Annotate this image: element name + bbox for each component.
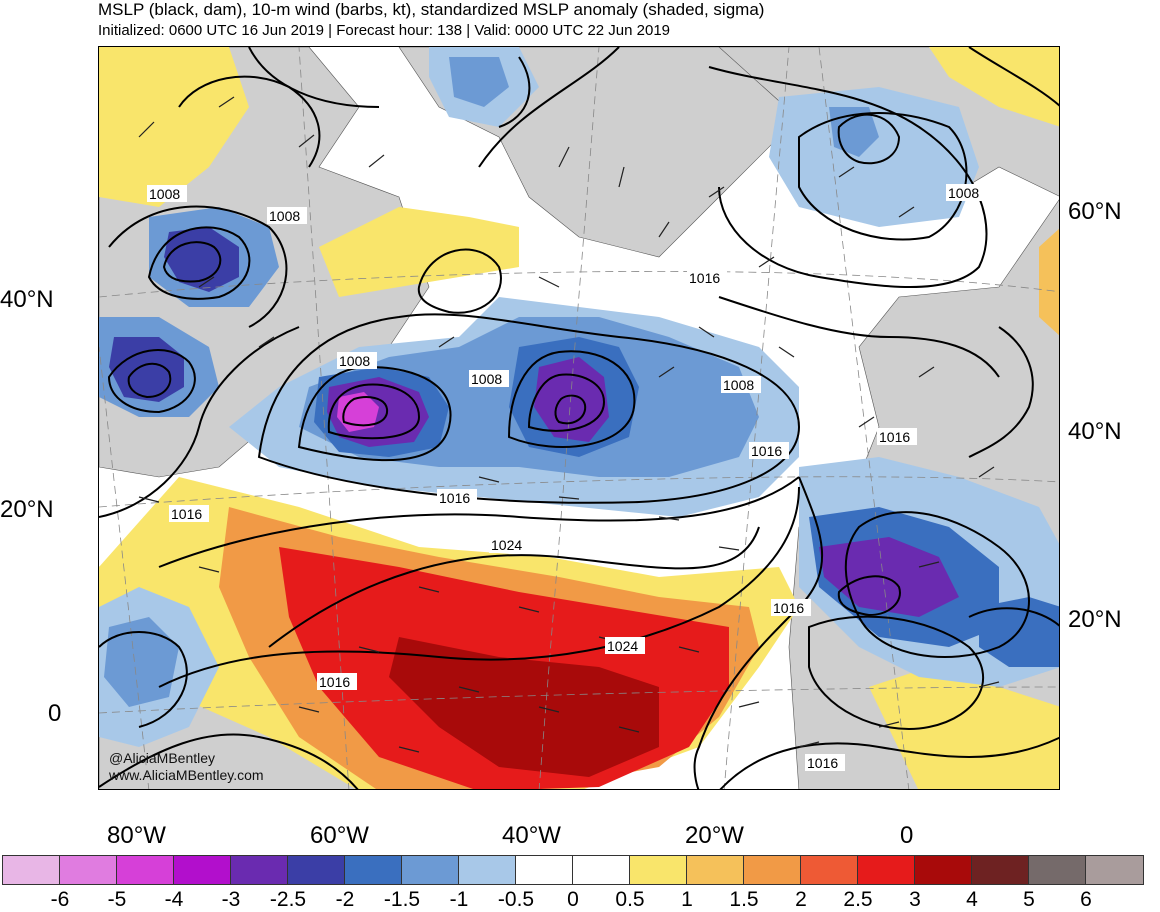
- isobars: [99, 47, 1059, 789]
- negative-anomaly-scandinavia: [769, 87, 979, 227]
- contour-label: 1008: [948, 185, 979, 201]
- map-graphic: 1008 1008 1008 1008 1008 1008 1016 1016 …: [99, 47, 1059, 789]
- colorbar-swatch: [573, 856, 630, 884]
- map-title: MSLP (black, dam), 10-m wind (barbs, kt)…: [98, 0, 765, 19]
- lat-label-right: 40°N: [1068, 418, 1122, 445]
- contour-label: 1016: [807, 755, 838, 771]
- contour-label: 1008: [471, 371, 502, 387]
- contour-label: 1024: [491, 537, 522, 553]
- negative-anomaly-midatl-core-inner: [534, 357, 609, 442]
- colorbar-swatch: [972, 856, 1029, 884]
- colorbar-label: 1.5: [729, 888, 759, 911]
- colorbar-swatch: [915, 856, 972, 884]
- colorbar-swatch: [402, 856, 459, 884]
- colorbar-label: -5: [107, 888, 127, 911]
- colorbar-label: -1: [449, 888, 469, 911]
- contour-label: 1016: [879, 429, 910, 445]
- contour-label: 1016: [751, 443, 782, 459]
- positive-anomaly-africa: [869, 667, 1059, 789]
- contour-label: 1008: [723, 377, 754, 393]
- contour-label: 1024: [607, 638, 638, 654]
- colorbar-swatch: [858, 856, 915, 884]
- colorbar-swatch: [288, 856, 345, 884]
- colorbar-swatch: [744, 856, 801, 884]
- colorbar-label: 5: [1023, 888, 1035, 911]
- lon-label: 0: [900, 822, 914, 849]
- contour-label: 1008: [339, 353, 370, 369]
- colorbar-swatch: [60, 856, 117, 884]
- colorbar-label: -2.5: [269, 888, 307, 911]
- colorbar-label: 6: [1080, 888, 1092, 911]
- contour-label: 1008: [149, 186, 180, 202]
- colorbar-label: 1: [681, 888, 693, 911]
- colorbar-label: -4: [164, 888, 184, 911]
- colorbar-label: 4: [966, 888, 978, 911]
- colorbar: [2, 855, 1144, 885]
- colorbar-swatch: [345, 856, 402, 884]
- lat-label-left: 40°N: [0, 286, 54, 313]
- negative-anomaly-caribbean-core: [104, 617, 179, 707]
- lon-label: 60°W: [310, 822, 369, 849]
- negative-anomaly-lakes-core: [109, 337, 184, 402]
- lat-label-right: 60°N: [1068, 198, 1122, 225]
- lat-label-left: 0: [48, 700, 62, 727]
- contour-label: 1016: [319, 674, 350, 690]
- credit-website: www.AliciaMBentley.com: [109, 767, 264, 783]
- colorbar-label: -0.5: [497, 888, 535, 911]
- anomaly-shading: [99, 47, 1059, 789]
- lon-label: 80°W: [107, 822, 166, 849]
- contour-label: 1016: [439, 490, 470, 506]
- negative-anomaly-westatl-core1-max: [337, 392, 379, 432]
- lon-label: 20°W: [685, 822, 744, 849]
- graticule: [99, 47, 1059, 789]
- colorbar-swatch: [174, 856, 231, 884]
- colorbar-swatch: [630, 856, 687, 884]
- map-subtitle: Initialized: 0600 UTC 16 Jun 2019 | Fore…: [98, 22, 671, 39]
- lon-label: 40°W: [502, 822, 561, 849]
- colorbar-swatch: [1086, 856, 1143, 884]
- contour-label: 1008: [269, 208, 300, 224]
- colorbar-label: -6: [50, 888, 70, 911]
- colorbar-label: 2: [795, 888, 807, 911]
- contour-label: 1016: [171, 506, 202, 522]
- colorbar-label: -2: [335, 888, 355, 911]
- colorbar-swatch: [459, 856, 516, 884]
- forecast-map: 1008 1008 1008 1008 1008 1008 1016 1016 …: [98, 46, 1060, 790]
- negative-anomaly-hudson-core: [164, 227, 239, 292]
- colorbar-label: 0: [567, 888, 579, 911]
- colorbar-swatch: [1029, 856, 1086, 884]
- colorbar-label: 0.5: [615, 888, 645, 911]
- colorbar-label: 3: [909, 888, 921, 911]
- lat-label-left: 20°N: [0, 496, 54, 523]
- colorbar-swatch: [687, 856, 744, 884]
- positive-anomaly-darkred: [389, 637, 659, 777]
- positive-anomaly-arctic-right: [929, 47, 1059, 127]
- contour-label: 1016: [773, 600, 804, 616]
- positive-anomaly-arctic-left: [99, 47, 249, 207]
- colorbar-label: -1.5: [383, 888, 421, 911]
- colorbar-swatch: [516, 856, 573, 884]
- wind-barbs: [138, 96, 1000, 753]
- contour-label: 1016: [689, 270, 720, 286]
- negative-anomaly-africa-core: [819, 537, 959, 617]
- negative-anomaly-greenland-core: [449, 57, 509, 107]
- contour-labels: 1008 1008 1008 1008 1008 1008 1016 1016 …: [147, 184, 986, 771]
- credit-handle: @AliciaMBentley: [109, 750, 216, 766]
- colorbar-swatch: [231, 856, 288, 884]
- colorbar-labels: -6 -5 -4 -3 -2.5 -2 -1.5 -1 -0.5 0 0.5 1 1.5 2 2.5 3 4 5 6: [0, 888, 1160, 912]
- colorbar-swatch: [3, 856, 60, 884]
- colorbar-swatch: [117, 856, 174, 884]
- colorbar-label: 2.5: [843, 888, 873, 911]
- lat-label-right: 20°N: [1068, 606, 1122, 633]
- colorbar-label: -3: [221, 888, 241, 911]
- colorbar-swatch: [801, 856, 858, 884]
- positive-anomaly-europe-right: [1039, 228, 1059, 336]
